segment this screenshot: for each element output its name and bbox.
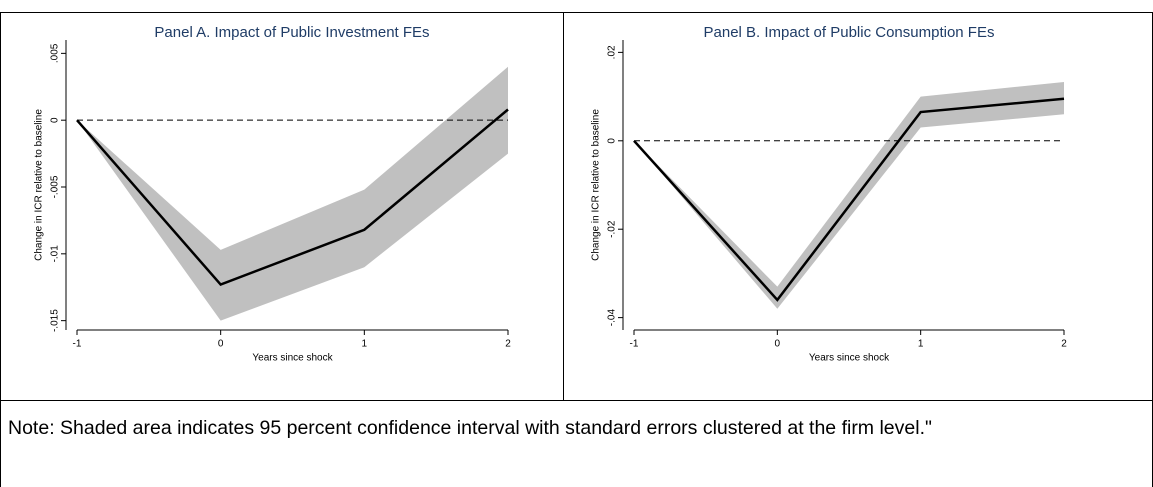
note: Note: Shaded area indicates 95 percent c… <box>8 417 932 439</box>
confidence-band <box>634 81 1064 309</box>
y-tick-label: -.005 <box>50 175 61 198</box>
y-tick-label: -.02 <box>607 220 618 238</box>
y-tick-label: -.015 <box>50 309 61 332</box>
y-axis-label: Change in ICR relative to baseline <box>34 109 45 261</box>
y-tick-label: .02 <box>607 45 618 59</box>
y-tick-label: 0 <box>50 117 61 123</box>
x-tick-label: -1 <box>630 339 639 350</box>
x-axis-label: Years since shock <box>252 353 333 364</box>
x-tick-label: 2 <box>1061 339 1067 350</box>
chart-title: Panel A. Impact of Public Investment FEs <box>154 24 429 41</box>
line <box>76 108 509 287</box>
x-tick-label: 0 <box>775 339 781 350</box>
x-tick-label: 1 <box>918 339 924 350</box>
confidence-band <box>77 66 508 321</box>
x-tick-label: 1 <box>362 339 368 350</box>
x-tick-label: -1 <box>73 339 82 350</box>
y-tick-label: -.04 <box>607 309 618 327</box>
x-tick-label: 2 <box>505 339 511 350</box>
y-axis-label: Change in ICR relative to baseline <box>591 109 602 261</box>
chart-title: Panel B. Impact of Public Consumption FE… <box>704 24 995 41</box>
line <box>633 97 1065 302</box>
x-tick-label: 0 <box>218 339 224 350</box>
y-tick-label: 0 <box>607 138 618 144</box>
y-tick-label: .005 <box>50 43 61 63</box>
x-axis-label: Years since shock <box>809 353 890 364</box>
y-tick-label: -.01 <box>50 245 61 263</box>
